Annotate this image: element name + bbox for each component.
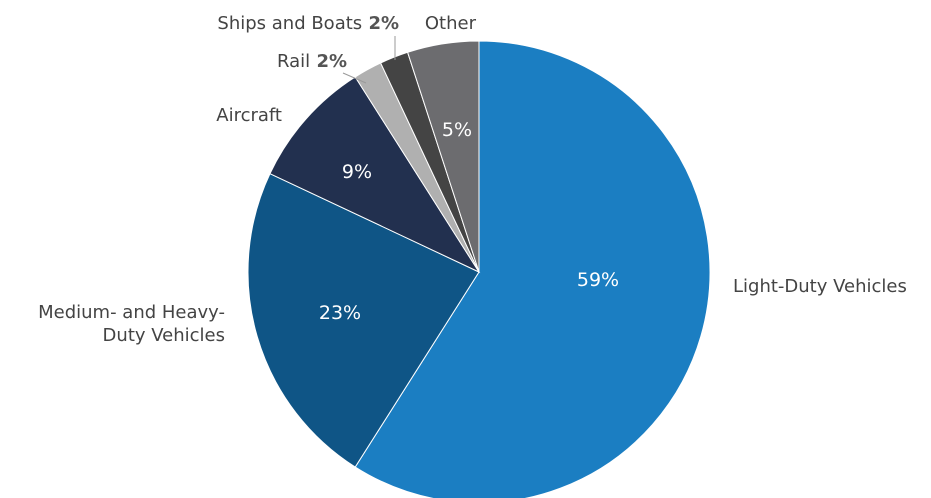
pie-slice-light-duty-vehicles — [354, 40, 711, 498]
slice-label-medium-and-heavy-duty-vehicles: Medium- and Heavy-Duty Vehicles — [38, 302, 225, 346]
slice-value-ships-and-boats: 2% — [362, 13, 399, 34]
leader-line-rail — [342, 72, 367, 84]
slice-value-medium-and-heavy-duty-vehicles: 23% — [319, 302, 361, 324]
slice-label-light-duty-vehicles: Light-Duty Vehicles — [733, 276, 907, 297]
pie-slice-other — [406, 40, 480, 273]
pie-labels: 59% Light-Duty Vehicles 23% Medium- and Hea… — [38, 13, 907, 346]
slice-label-aircraft: Aircraft — [216, 105, 282, 126]
slice-value-rail: 2% — [310, 51, 347, 72]
slice-value-other: 5% — [442, 119, 472, 141]
slice-label-ships-and-boats: Ships and Boats 2% — [217, 13, 399, 34]
slice-label-other: Other — [425, 13, 477, 34]
pie-slice-aircraft — [269, 76, 481, 274]
pie-slice-medium-and-heavy-duty-vehicles — [247, 172, 480, 468]
pie-slices — [247, 40, 711, 498]
slice-label-rail: Rail 2% — [277, 51, 347, 72]
slice-value-aircraft: 9% — [342, 161, 372, 183]
slice-value-light-duty-vehicles: 59% — [577, 269, 619, 291]
